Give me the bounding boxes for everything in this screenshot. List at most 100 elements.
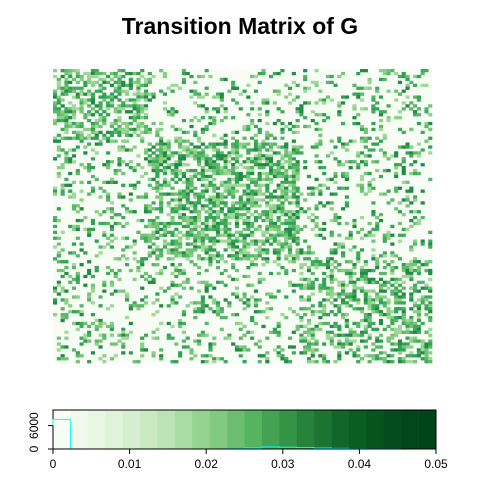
heatmap-cell bbox=[261, 178, 265, 181]
heatmap-cell bbox=[394, 166, 398, 169]
heatmap-cell bbox=[159, 187, 163, 190]
heatmap-cell bbox=[371, 187, 375, 190]
heatmap-cell bbox=[114, 110, 118, 113]
heatmap-cell bbox=[371, 304, 375, 307]
heatmap-cell bbox=[76, 354, 80, 357]
heatmap-cell bbox=[265, 143, 269, 146]
heatmap-cell bbox=[379, 125, 383, 128]
heatmap-cell bbox=[258, 160, 262, 163]
heatmap-cell bbox=[144, 125, 148, 128]
heatmap-cell bbox=[110, 245, 114, 248]
heatmap-cell bbox=[337, 242, 341, 245]
heatmap-cell bbox=[311, 272, 315, 275]
heatmap-cell bbox=[254, 204, 258, 207]
heatmap-cell bbox=[413, 331, 417, 334]
heatmap-cell bbox=[129, 351, 133, 354]
heatmap-cell bbox=[212, 195, 216, 198]
heatmap-cell bbox=[174, 198, 178, 201]
heatmap-cell bbox=[364, 192, 368, 195]
heatmap-cell bbox=[356, 278, 360, 281]
heatmap-cell bbox=[91, 190, 95, 193]
heatmap-cell bbox=[315, 101, 319, 104]
heatmap-cell bbox=[356, 325, 360, 328]
heatmap-cell bbox=[201, 360, 205, 363]
heatmap-cell bbox=[299, 266, 303, 269]
heatmap-cell bbox=[83, 113, 87, 116]
heatmap-cell bbox=[87, 119, 91, 122]
heatmap-cell bbox=[117, 93, 121, 96]
heatmap-cell bbox=[182, 81, 186, 84]
heatmap-cell bbox=[352, 331, 356, 334]
heatmap-cell bbox=[193, 151, 197, 154]
heatmap-cell bbox=[125, 90, 129, 93]
heatmap-cell bbox=[387, 90, 391, 93]
heatmap-cell bbox=[364, 354, 368, 357]
heatmap-cell bbox=[102, 222, 106, 225]
heatmap-cell bbox=[98, 107, 102, 110]
heatmap-cell bbox=[220, 166, 224, 169]
heatmap-cell bbox=[265, 237, 269, 240]
heatmap-cell bbox=[208, 260, 212, 263]
heatmap-cell bbox=[273, 240, 277, 243]
heatmap-cell bbox=[326, 95, 330, 98]
heatmap-cell bbox=[322, 98, 326, 101]
heatmap-cell bbox=[379, 345, 383, 348]
heatmap-cell bbox=[288, 122, 292, 125]
heatmap-cell bbox=[235, 166, 239, 169]
heatmap-cell bbox=[428, 278, 432, 281]
heatmap-cell bbox=[303, 87, 307, 90]
heatmap-cell bbox=[337, 281, 341, 284]
heatmap-cell bbox=[144, 225, 148, 228]
heatmap-cell bbox=[261, 231, 265, 234]
heatmap-cell bbox=[337, 110, 341, 113]
heatmap-cell bbox=[98, 104, 102, 107]
colorbar-swatch bbox=[332, 410, 350, 449]
heatmap-cell bbox=[254, 184, 258, 187]
heatmap-cell bbox=[167, 163, 171, 166]
heatmap-cell bbox=[170, 84, 174, 87]
heatmap-cell bbox=[144, 95, 148, 98]
heatmap-cell bbox=[117, 334, 121, 337]
heatmap-cell bbox=[133, 166, 137, 169]
heatmap-cell bbox=[371, 269, 375, 272]
heatmap-cell bbox=[360, 160, 364, 163]
heatmap-cell bbox=[167, 157, 171, 160]
heatmap-cell bbox=[201, 307, 205, 310]
heatmap-cell bbox=[288, 222, 292, 225]
heatmap-cell bbox=[182, 181, 186, 184]
heatmap-cell bbox=[322, 342, 326, 345]
heatmap-cell bbox=[349, 231, 353, 234]
heatmap-cell bbox=[402, 266, 406, 269]
heatmap-cell bbox=[383, 304, 387, 307]
heatmap-cell bbox=[330, 278, 334, 281]
heatmap-cell bbox=[405, 228, 409, 231]
heatmap-cell bbox=[80, 342, 84, 345]
heatmap-cell bbox=[333, 260, 337, 263]
heatmap-cell bbox=[76, 145, 80, 148]
heatmap-cell bbox=[254, 160, 258, 163]
heatmap-cell bbox=[409, 339, 413, 342]
heatmap-cell bbox=[201, 190, 205, 193]
heatmap-cell bbox=[68, 157, 72, 160]
heatmap-cell bbox=[417, 75, 421, 78]
heatmap-cell bbox=[216, 172, 220, 175]
heatmap-cell bbox=[405, 325, 409, 328]
heatmap-cell bbox=[205, 228, 209, 231]
heatmap-cell bbox=[390, 360, 394, 363]
heatmap-cell bbox=[125, 337, 129, 340]
heatmap-cell bbox=[201, 195, 205, 198]
heatmap-cell bbox=[163, 192, 167, 195]
heatmap-cell bbox=[212, 357, 216, 360]
heatmap-cell bbox=[212, 187, 216, 190]
heatmap-cell bbox=[231, 245, 235, 248]
heatmap-cell bbox=[280, 313, 284, 316]
heatmap-cell bbox=[140, 75, 144, 78]
heatmap-cell bbox=[110, 225, 114, 228]
heatmap-cell bbox=[193, 339, 197, 342]
heatmap-cell bbox=[368, 322, 372, 325]
heatmap-cell bbox=[189, 125, 193, 128]
heatmap-cell bbox=[121, 337, 125, 340]
heatmap-cell bbox=[239, 175, 243, 178]
heatmap-cell bbox=[296, 178, 300, 181]
heatmap-cell bbox=[197, 157, 201, 160]
